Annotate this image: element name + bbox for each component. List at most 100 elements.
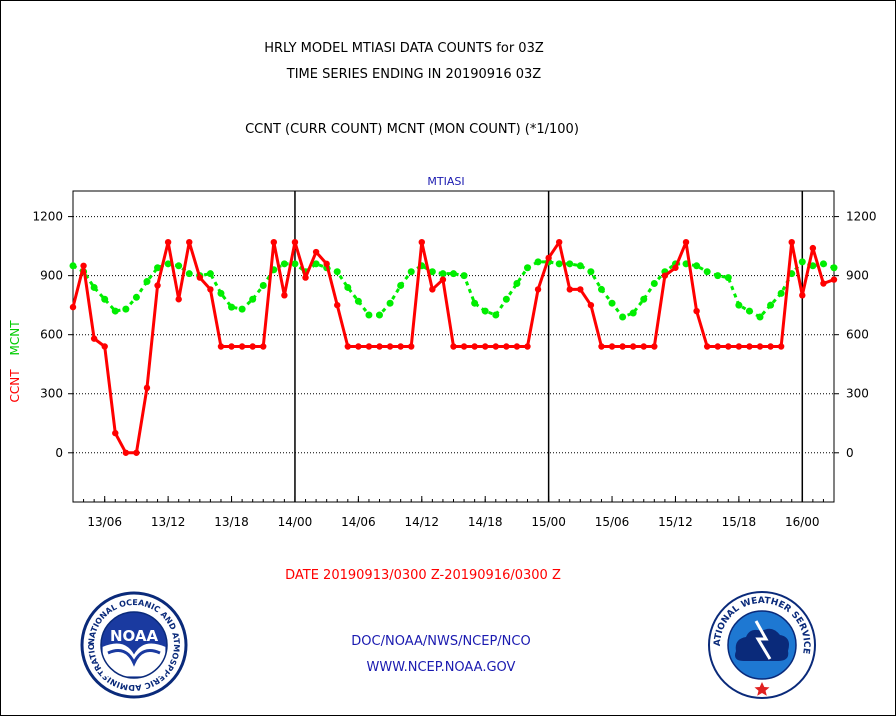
data-point-ccnt (344, 343, 352, 350)
data-point-mcnt (185, 270, 193, 278)
data-point-ccnt (703, 343, 711, 350)
data-point-ccnt (820, 280, 827, 287)
data-point-ccnt (90, 335, 98, 342)
nws-logo: NATIONAL WEATHER SERVICE (708, 591, 816, 699)
data-point-mcnt (629, 309, 637, 317)
data-point-ccnt (355, 343, 362, 350)
data-point-ccnt (217, 343, 225, 350)
data-point-ccnt (186, 238, 193, 246)
y-label-ccnt: CCNT (8, 369, 22, 403)
chart-legend-line: CCNT (CURR COUNT) MCNT (MON COUNT) (*1/1… (245, 122, 579, 137)
data-point-mcnt (217, 289, 225, 297)
data-point-ccnt (175, 296, 182, 303)
x-tick-label: 15/12 (658, 515, 693, 529)
footer-link-doc[interactable]: DOC/NOAA/NWS/NCEP/NCO (351, 634, 530, 649)
data-point-mcnt (492, 311, 500, 319)
data-point-ccnt (577, 286, 584, 293)
data-point-mcnt (439, 270, 447, 278)
data-point-ccnt (334, 301, 341, 309)
data-point-ccnt (429, 286, 436, 293)
x-tick-label: 14/12 (404, 515, 439, 529)
data-point-mcnt (777, 289, 785, 297)
data-point-ccnt (238, 343, 246, 350)
data-point-ccnt (260, 343, 267, 350)
y-tick-label-left: 300 (40, 387, 63, 401)
data-point-ccnt (682, 238, 690, 246)
data-point-ccnt (207, 286, 214, 293)
data-point-mcnt (735, 301, 743, 309)
data-point-ccnt (756, 343, 764, 350)
y-tick-label-right: 300 (846, 387, 869, 401)
data-point-mcnt (428, 268, 436, 276)
data-point-ccnt (619, 343, 626, 350)
data-point-mcnt (291, 260, 299, 268)
data-point-ccnt (386, 343, 394, 350)
data-point-ccnt (101, 343, 108, 350)
data-point-mcnt (703, 268, 711, 276)
data-point-ccnt (133, 449, 140, 456)
data-point-mcnt (344, 283, 352, 291)
data-point-ccnt (122, 449, 130, 456)
data-point-mcnt (608, 299, 616, 307)
data-point-mcnt (481, 307, 489, 315)
data-point-ccnt (714, 343, 721, 350)
data-point-ccnt (566, 286, 573, 293)
data-point-mcnt (798, 258, 806, 266)
data-point-mcnt (90, 283, 98, 291)
y-tick-label-left: 900 (40, 269, 63, 283)
data-point-mcnt (640, 295, 648, 303)
data-point-mcnt (69, 262, 77, 270)
data-point-ccnt (302, 274, 309, 281)
data-point-ccnt (291, 238, 299, 246)
data-point-ccnt (196, 274, 204, 281)
y-tick-label-left: 600 (40, 328, 63, 342)
y-tick-label-right: 600 (846, 328, 869, 342)
data-point-ccnt (640, 343, 647, 350)
data-point-ccnt (450, 343, 457, 350)
data-point-ccnt (80, 262, 87, 269)
data-point-mcnt (587, 268, 595, 276)
data-point-mcnt (819, 260, 827, 268)
data-point-ccnt (164, 238, 172, 246)
x-tick-label: 15/00 (531, 515, 566, 529)
data-point-ccnt (629, 343, 637, 350)
data-point-mcnt (714, 272, 722, 280)
data-point-ccnt (492, 343, 499, 350)
data-point-mcnt (650, 280, 658, 288)
footer-link-website[interactable]: WWW.NCEP.NOAA.GOV (367, 660, 516, 675)
series-layer (69, 238, 838, 456)
data-point-mcnt (830, 264, 838, 272)
data-point-mcnt (228, 303, 236, 311)
data-point-ccnt (154, 282, 161, 289)
data-point-ccnt (746, 343, 753, 350)
data-point-mcnt (502, 295, 510, 303)
data-point-mcnt (206, 270, 214, 278)
data-point-ccnt (69, 303, 77, 311)
data-point-mcnt (513, 280, 521, 288)
data-point-ccnt (661, 272, 669, 279)
data-point-mcnt (259, 281, 267, 289)
data-point-mcnt (132, 293, 140, 301)
x-tick-label: 15/06 (595, 515, 630, 529)
data-point-ccnt (281, 292, 288, 299)
data-point-ccnt (270, 238, 278, 246)
data-point-ccnt (408, 343, 415, 350)
data-point-ccnt (471, 343, 478, 350)
data-point-mcnt (333, 268, 341, 276)
data-point-mcnt (111, 307, 119, 315)
data-point-ccnt (249, 343, 256, 350)
data-point-ccnt (376, 343, 383, 350)
data-point-mcnt (597, 285, 605, 293)
data-point-mcnt (280, 260, 288, 268)
data-point-ccnt (598, 343, 605, 350)
data-point-ccnt (809, 244, 817, 252)
data-point-mcnt (154, 264, 162, 272)
data-point-mcnt (312, 260, 320, 268)
tick-layer: 0 0 300 300 600 600 900 900 1200 1200 13/06 13/12 13… (32, 210, 876, 529)
data-point-ccnt (228, 343, 235, 350)
data-point-ccnt (672, 264, 679, 271)
data-point-ccnt (482, 343, 489, 350)
data-point-ccnt (524, 343, 531, 350)
x-tick-label: 14/06 (341, 515, 376, 529)
